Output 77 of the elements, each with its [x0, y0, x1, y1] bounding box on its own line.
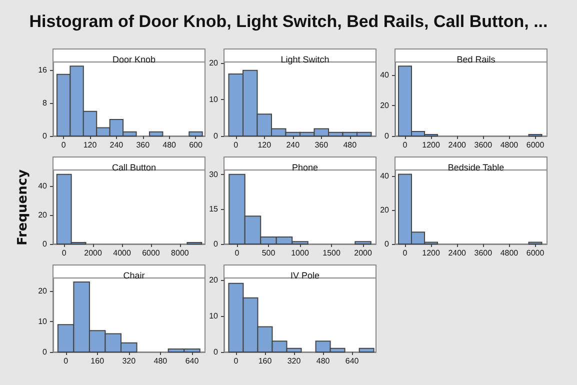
- y-tick-label: 16: [38, 66, 48, 75]
- x-tick-label: 3600: [474, 248, 493, 258]
- x-tick-label: 6000: [526, 248, 545, 258]
- y-tick-label: 0: [214, 132, 219, 140]
- x-tick-label: 320: [122, 356, 136, 366]
- x-tick-label: 1500: [322, 248, 341, 258]
- x-tick-label: 2000: [84, 248, 102, 258]
- x-tick-label: 1200: [422, 248, 440, 258]
- x-tick-label: 0: [402, 248, 408, 258]
- y-tick-label: 0: [384, 132, 390, 140]
- x-tick-label: 4800: [500, 140, 519, 150]
- x-tick-label: 0: [61, 140, 66, 150]
- x-tick-label: 640: [185, 356, 200, 366]
- chart-title: Call Button: [112, 162, 156, 172]
- x-tick-label: 120: [83, 140, 98, 150]
- chart-title: Phone: [292, 162, 318, 172]
- y-tick-label: 20: [38, 286, 48, 296]
- x-tick-label: 240: [286, 140, 300, 150]
- y-tick-label: 20: [209, 275, 219, 284]
- x-tick-label: 4000: [113, 248, 132, 258]
- y-tick-label: 40: [380, 70, 390, 80]
- x-tick-label: 240: [110, 140, 124, 150]
- x-tick-label: 6000: [142, 248, 160, 258]
- x-tick-label: 6000: [526, 140, 545, 150]
- x-tick-label: 2400: [448, 248, 467, 258]
- y-tick-label: 20: [38, 210, 48, 220]
- chart-title: Chair: [123, 270, 145, 280]
- x-tick-label: 500: [262, 248, 276, 258]
- y-tick-label: 0: [42, 240, 48, 248]
- x-tick-label: 3600: [474, 140, 493, 150]
- y-tick-label: 8: [42, 98, 48, 108]
- x-tick-label: 1200: [422, 140, 440, 150]
- y-tick-label: 10: [209, 95, 219, 104]
- x-tick-label: 4800: [500, 248, 519, 258]
- y-tick-label: 20: [209, 58, 219, 68]
- x-tick-label: 480: [343, 140, 358, 150]
- x-tick-label: 0: [234, 140, 239, 150]
- x-tick-label: 2000: [354, 248, 372, 258]
- y-tick-label: 10: [209, 311, 219, 320]
- y-tick-label: 40: [38, 181, 48, 190]
- chart-title: IV Pole: [290, 270, 320, 280]
- y-tick-label: 20: [380, 101, 390, 110]
- x-tick-label: 1000: [291, 248, 310, 258]
- chart-title: Bedside Table: [448, 162, 504, 172]
- chart-title: Light Switch: [280, 54, 330, 64]
- y-tick-label: 0: [214, 348, 219, 356]
- y-tick-label: 20: [380, 205, 390, 214]
- y-axis-title: Frequency: [16, 168, 30, 248]
- text: Histogram of Door Knob, Light Switch, Bed Rails, Call Button, ...: [28, 12, 549, 32]
- y-tick-label: 15: [209, 204, 219, 214]
- y-tick-label: 0: [42, 348, 48, 356]
- y-tick-label: 0: [42, 132, 48, 140]
- x-tick-label: 480: [162, 140, 177, 150]
- x-tick-label: 320: [287, 356, 302, 366]
- x-tick-label: 0: [234, 356, 239, 366]
- x-tick-label: 600: [189, 140, 203, 150]
- x-tick-label: 0: [234, 248, 240, 258]
- y-tick-label: 40: [380, 171, 390, 180]
- y-tick-label: 0: [214, 240, 219, 248]
- x-tick-label: 2400: [448, 140, 467, 150]
- y-tick-label: 10: [38, 317, 48, 326]
- x-tick-label: 360: [314, 140, 329, 150]
- y-tick-label: 0: [384, 240, 390, 248]
- x-tick-label: 360: [136, 140, 150, 150]
- x-tick-label: 480: [154, 356, 168, 366]
- x-tick-label: 160: [90, 356, 105, 366]
- x-tick-label: 0: [64, 356, 69, 366]
- x-tick-label: 0: [62, 248, 67, 258]
- x-tick-label: 0: [402, 140, 408, 150]
- x-tick-label: 640: [345, 356, 360, 366]
- y-tick-label: 30: [209, 170, 219, 179]
- x-tick-label: 120: [258, 140, 272, 150]
- chart-title: Door Knob: [112, 54, 156, 64]
- chart-title: Bed Rails: [456, 54, 496, 64]
- x-tick-label: 480: [316, 356, 330, 366]
- x-tick-label: 8000: [171, 248, 190, 258]
- x-tick-label: 160: [258, 356, 272, 366]
